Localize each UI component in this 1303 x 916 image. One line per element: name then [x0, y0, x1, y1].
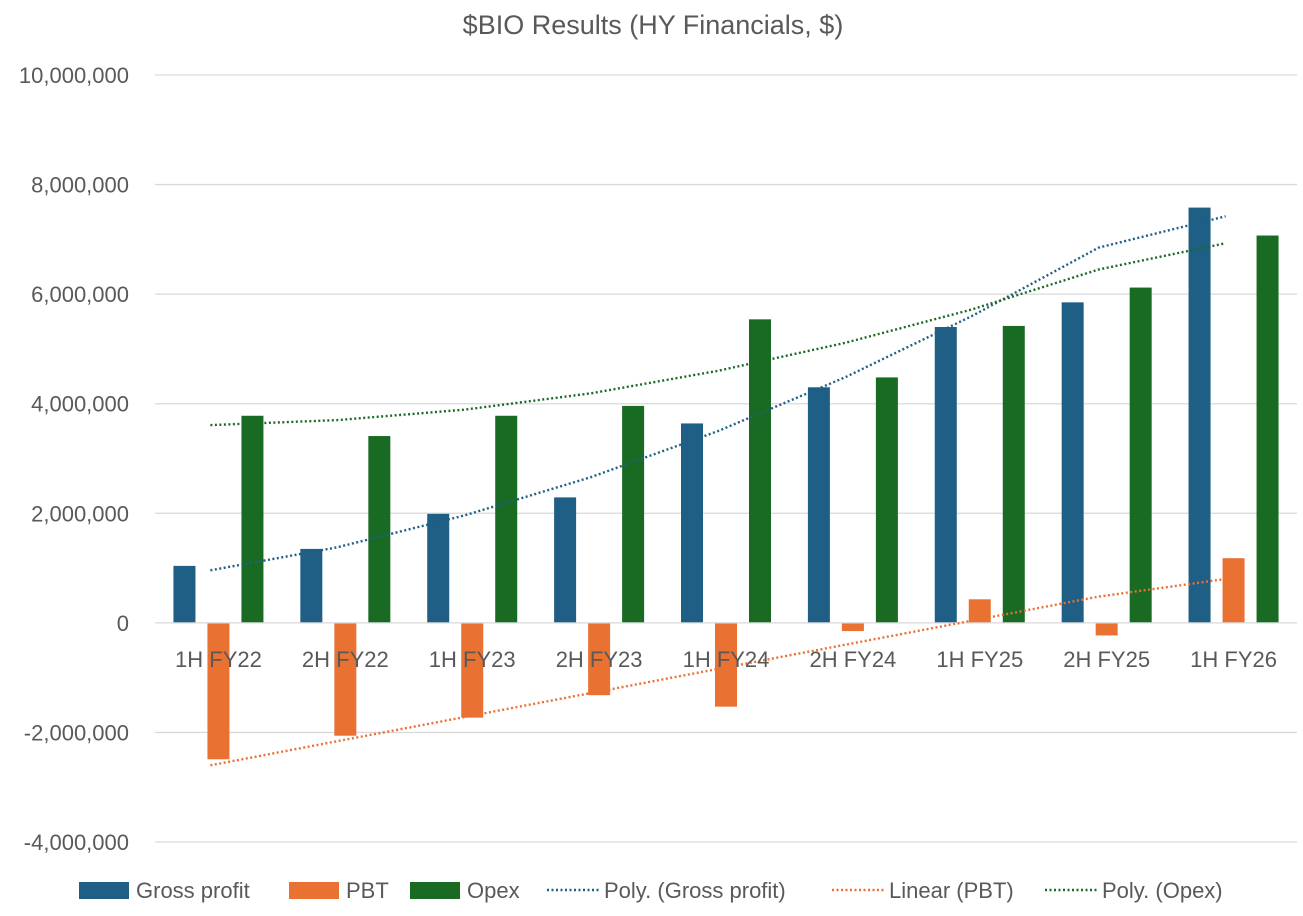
bar-opex: [1129, 287, 1152, 623]
legend-swatch: [410, 882, 460, 899]
x-tick-label: 1H FY22: [175, 647, 262, 672]
bar-pbt: [588, 622, 611, 696]
legend-label: Linear (PBT): [889, 878, 1014, 903]
legend-label: Poly. (Gross profit): [604, 878, 786, 903]
y-tick-label: 0: [117, 611, 129, 636]
y-tick-label: -2,000,000: [24, 720, 129, 745]
bar-pbt: [207, 622, 230, 760]
bar-gross-profit: [807, 387, 830, 623]
bar-opex: [749, 319, 771, 623]
trendlines: [210, 215, 1226, 767]
bar-opex: [495, 415, 518, 623]
x-tick-label: 1H FY23: [429, 647, 516, 672]
bars: [173, 207, 1279, 760]
bar-gross-profit: [1188, 207, 1211, 623]
bar-gross-profit: [427, 513, 450, 623]
x-axis-tick-labels: 1H FY22 2H FY22 1H FY23 2H FY23 1H FY24 2H FY…: [175, 647, 1277, 672]
bar-opex: [875, 377, 898, 623]
bar-gross-profit: [173, 565, 196, 623]
legend-label: Gross profit: [136, 878, 250, 903]
x-tick-label: 1H FY26: [1190, 647, 1277, 672]
y-tick-label: 8,000,000: [31, 173, 129, 198]
y-tick-label: 4,000,000: [31, 392, 129, 417]
bar-opex: [241, 415, 264, 623]
y-tick-label: 6,000,000: [31, 282, 129, 307]
legend-item: Linear (PBT): [832, 878, 1014, 903]
trendline-pbt: [210, 577, 1226, 767]
bar-gross-profit: [300, 548, 323, 623]
bar-pbt: [334, 622, 357, 736]
bar-gross-profit: [934, 327, 957, 623]
bar-opex: [1002, 325, 1025, 623]
bar-pbt: [1095, 622, 1118, 636]
legend-item: Opex: [410, 878, 520, 903]
x-tick-label: 1H FY25: [936, 647, 1023, 672]
bar-pbt: [461, 622, 484, 718]
legend-item: Gross profit: [79, 878, 250, 903]
trendline-opex: [210, 242, 1226, 427]
y-tick-label: 2,000,000: [31, 501, 129, 526]
legend-item: Poly. (Gross profit): [547, 878, 786, 903]
bar-opex: [1256, 235, 1279, 623]
x-tick-label: 2H FY25: [1063, 647, 1150, 672]
bar-pbt: [841, 622, 864, 632]
y-axis-tick-labels: -4,000,000 -2,000,000 0 2,000,000 4,000,000 6…: [19, 63, 129, 855]
trendline-gross-profit: [210, 215, 1226, 572]
x-tick-label: 2H FY23: [556, 647, 643, 672]
legend-label: PBT: [346, 878, 389, 903]
x-tick-label: 2H FY24: [809, 647, 896, 672]
bar-gross-profit: [554, 497, 577, 623]
bar-opex: [622, 405, 645, 623]
gridlines: [155, 74, 1297, 843]
chart-title: $BIO Results (HY Financials, $): [463, 10, 844, 40]
bar-gross-profit: [1061, 302, 1084, 623]
x-tick-label: 2H FY22: [302, 647, 389, 672]
legend-swatch: [79, 882, 129, 899]
bar-pbt: [1222, 558, 1245, 623]
legend: Gross profit PBT Opex Poly. (Gross profit) L…: [79, 878, 1223, 903]
bar-opex: [368, 436, 391, 623]
bar-gross-profit: [681, 423, 703, 623]
bar-pbt: [715, 622, 737, 707]
legend-label: Poly. (Opex): [1102, 878, 1223, 903]
legend-item: PBT: [289, 878, 389, 903]
legend-swatch: [289, 882, 339, 899]
x-tick-label: 1H FY24: [683, 647, 770, 672]
y-tick-label: 10,000,000: [19, 63, 129, 88]
y-tick-label: -4,000,000: [24, 830, 129, 855]
legend-label: Opex: [467, 878, 520, 903]
legend-item: Poly. (Opex): [1045, 878, 1223, 903]
